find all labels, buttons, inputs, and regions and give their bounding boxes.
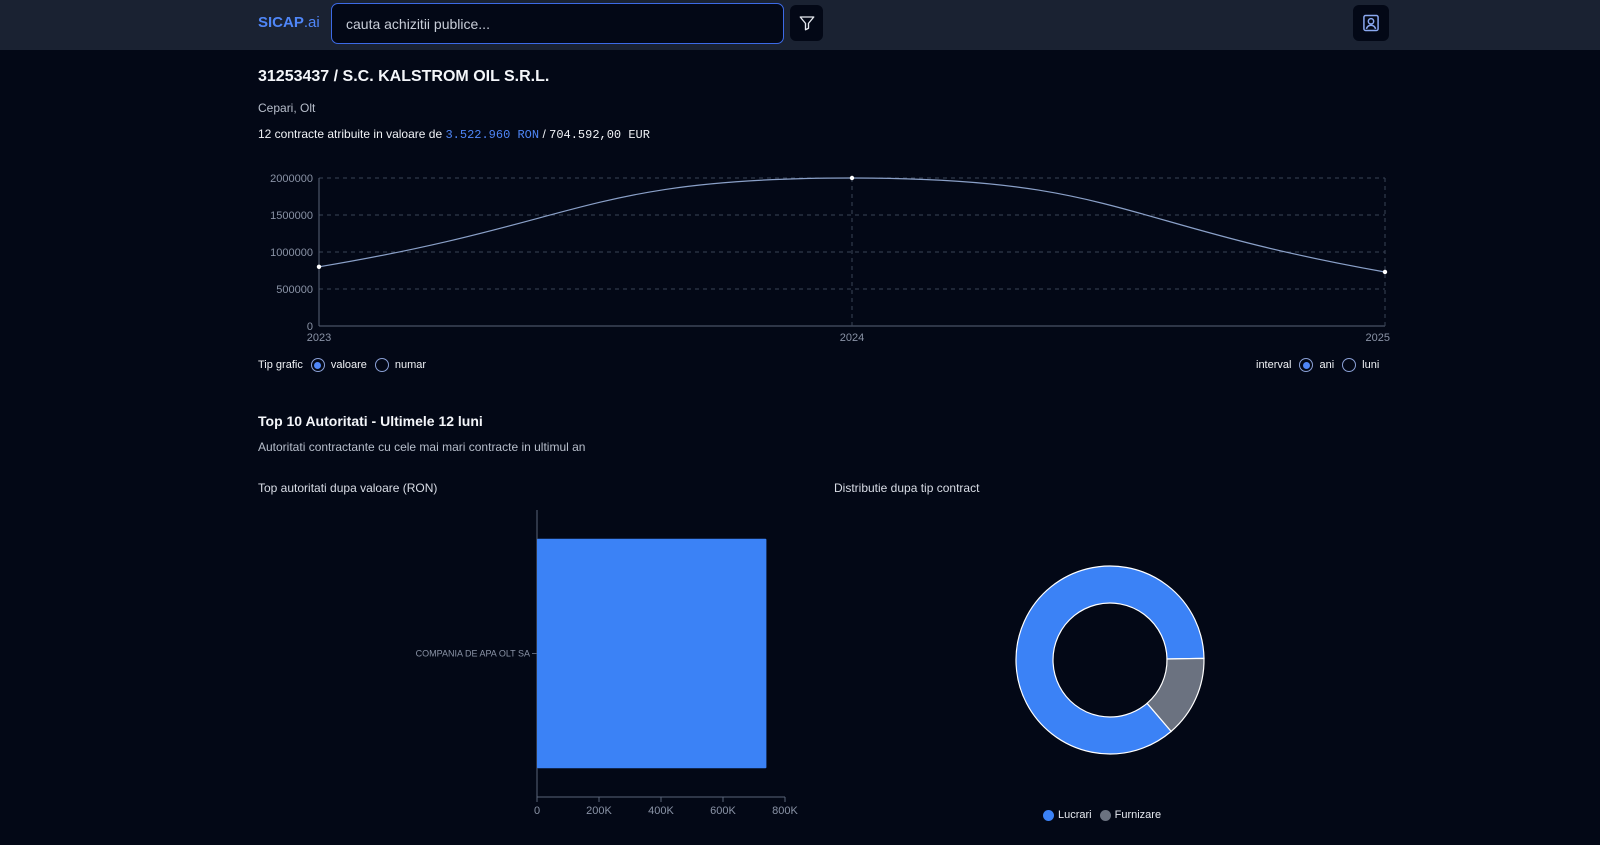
radio-valoare-label: valoare xyxy=(330,359,367,371)
logo-suffix: .ai xyxy=(303,14,320,31)
radio-luni[interactable] xyxy=(1342,358,1357,372)
slice-lucrari xyxy=(1015,565,1205,755)
value-ron: 3.522.960 RON xyxy=(445,128,540,142)
authorities-bar-chart: 0 200K 400K 600K 800K COMPANIA DE APA OLT SA xyxy=(416,510,799,817)
radio-numar[interactable] xyxy=(374,358,389,372)
slice-furnizare xyxy=(1146,657,1205,733)
x-tick-label: 2023 xyxy=(307,332,331,344)
page-title: 31253437 / S.C. KALSTROM OIL S.R.L. xyxy=(258,68,550,85)
section-subtitle: Autoritati contractante cu cele mai mari… xyxy=(258,440,586,454)
legend-swatch xyxy=(1043,809,1054,821)
data-point xyxy=(316,264,322,269)
contract-type-donut-chart xyxy=(1015,565,1205,755)
x-tick-label: 0 xyxy=(534,805,540,817)
filter-button[interactable] xyxy=(790,5,823,41)
legend-label: Lucrari xyxy=(1058,809,1092,821)
radio-numar-label: numar xyxy=(394,359,427,371)
chart-type-selector: Tip grafic valoare numar xyxy=(258,358,426,372)
search-input[interactable] xyxy=(331,3,784,44)
legend-item[interactable]: Furnizare xyxy=(1099,809,1162,821)
y-tick-label: 0 xyxy=(307,321,313,333)
series-line xyxy=(318,177,1386,273)
data-point xyxy=(1382,269,1388,275)
radio-ani[interactable] xyxy=(1299,358,1314,372)
value-line-chart: 0 500000 1000000 1500000 2000000 2023 2024 2025 xyxy=(270,173,1390,344)
radio-ani-label: ani xyxy=(1319,359,1335,371)
donut-legend: Lucrari Furnizare xyxy=(1043,809,1169,821)
legend-label: Furnizare xyxy=(1114,809,1162,821)
radio-luni-label: luni xyxy=(1362,359,1380,371)
y-tick-label: 2000000 xyxy=(270,173,313,185)
x-tick-label: 2025 xyxy=(1366,332,1390,344)
x-tick-label: 400K xyxy=(648,805,674,817)
top-bar: SICAP.ai xyxy=(0,0,1600,50)
logo-text: SICAP xyxy=(258,14,304,31)
data-point xyxy=(849,175,855,181)
section-title: Top 10 Autoritati - Ultimele 12 luni xyxy=(258,413,483,429)
x-tick-label: 600K xyxy=(710,805,736,817)
x-tick-label: 2024 xyxy=(840,332,864,344)
bar-chart-title: Top autoritati dupa valoare (RON) xyxy=(258,481,438,495)
user-icon xyxy=(1363,14,1379,32)
bar xyxy=(537,538,767,769)
interval-label: interval xyxy=(1256,359,1292,371)
y-tick-label: 1500000 xyxy=(270,210,313,222)
contracts-summary: 12 contracte atribuite in valoare de 3.5… xyxy=(258,127,650,142)
chart-type-label: Tip grafic xyxy=(258,359,303,371)
legend-swatch xyxy=(1099,809,1111,821)
value-separator: / xyxy=(542,127,546,141)
donut-chart-title: Distributie dupa tip contract xyxy=(834,481,980,495)
value-eur: 704.592,00 EUR xyxy=(549,128,650,142)
legend-item[interactable]: Lucrari xyxy=(1043,809,1092,821)
y-tick-label: 500000 xyxy=(276,284,313,296)
logo[interactable]: SICAP.ai xyxy=(258,14,320,31)
user-button[interactable] xyxy=(1353,5,1389,41)
x-tick-label: 800K xyxy=(772,805,798,817)
interval-selector: interval ani luni xyxy=(1256,358,1379,372)
company-location: Cepari, Olt xyxy=(258,101,316,115)
filter-icon xyxy=(799,16,814,31)
radio-valoare[interactable] xyxy=(310,358,325,372)
category-label: COMPANIA DE APA OLT SA xyxy=(416,649,530,659)
summary-prefix: 12 contracte atribuite in valoare de xyxy=(258,127,443,141)
x-tick-label: 200K xyxy=(586,805,612,817)
y-tick-label: 1000000 xyxy=(270,247,313,259)
